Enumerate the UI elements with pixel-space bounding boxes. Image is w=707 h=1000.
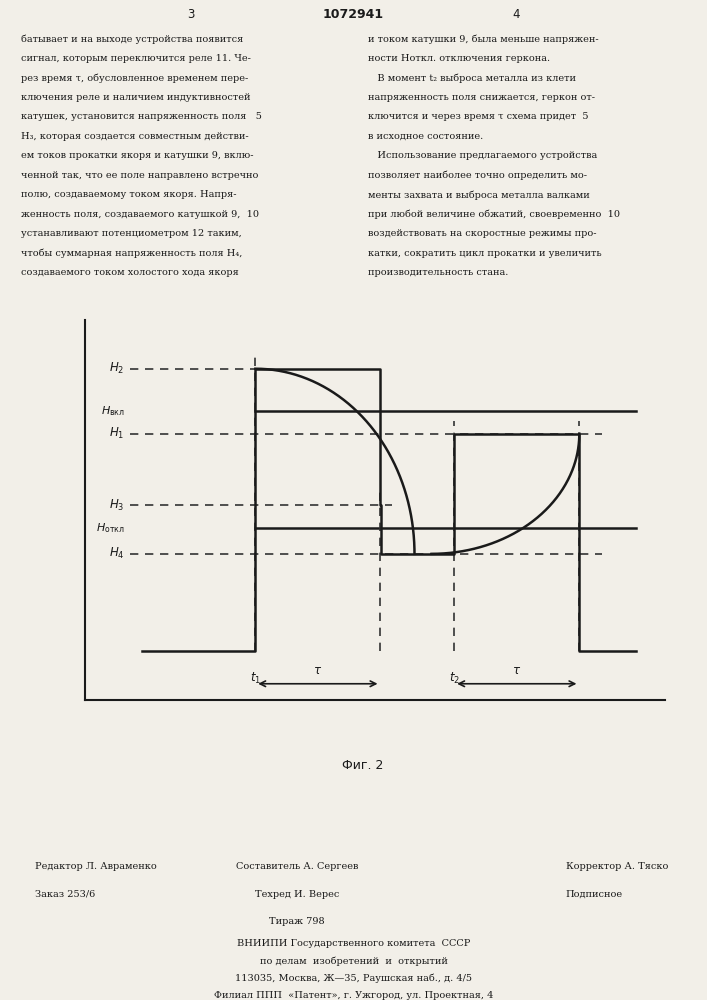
Text: рез время τ, обусловленное временем пере-: рез время τ, обусловленное временем пере… xyxy=(21,73,248,83)
Text: Фиг. 2: Фиг. 2 xyxy=(342,759,384,772)
Text: создаваемого током холостого хода якоря: создаваемого током холостого хода якоря xyxy=(21,268,239,277)
Text: воздействовать на скоростные режимы про-: воздействовать на скоростные режимы про- xyxy=(368,229,596,238)
Text: Использование предлагаемого устройства: Использование предлагаемого устройства xyxy=(368,151,597,160)
Text: $t_2$: $t_2$ xyxy=(449,671,460,686)
Text: Техред И. Верес: Техред И. Верес xyxy=(255,890,339,899)
Text: женность поля, создаваемого катушкой 9,  10: женность поля, создаваемого катушкой 9, … xyxy=(21,210,259,219)
Text: $H_1$: $H_1$ xyxy=(110,426,124,441)
Text: В момент t₂ выброса металла из клети: В момент t₂ выброса металла из клети xyxy=(368,73,575,83)
Text: ключения реле и наличием индуктивностей: ключения реле и наличием индуктивностей xyxy=(21,93,251,102)
Text: устанавливают потенциометром 12 таким,: устанавливают потенциометром 12 таким, xyxy=(21,229,242,238)
Text: Составитель А. Сергеев: Составитель А. Сергеев xyxy=(235,862,358,871)
Text: $H_{\rm вкл}$: $H_{\rm вкл}$ xyxy=(100,404,124,418)
Text: сигнал, которым переключится реле 11. Че-: сигнал, которым переключится реле 11. Че… xyxy=(21,54,251,63)
Text: $H_2$: $H_2$ xyxy=(110,361,124,376)
Text: ключится и через время τ схема придет  5: ключится и через время τ схема придет 5 xyxy=(368,112,588,121)
Text: менты захвата и выброса металла валками: менты захвата и выброса металла валками xyxy=(368,190,590,200)
Text: ем токов прокатки якоря и катушки 9, вклю-: ем токов прокатки якоря и катушки 9, вкл… xyxy=(21,151,254,160)
Text: $H_{\rm откл}$: $H_{\rm откл}$ xyxy=(96,521,124,535)
Text: батывает и на выходе устройства появится: батывает и на выходе устройства появится xyxy=(21,35,243,44)
Text: $\tau$: $\tau$ xyxy=(313,664,322,677)
Text: катушек, установится напряженность поля   5: катушек, установится напряженность поля … xyxy=(21,112,262,121)
Text: напряженность поля снижается, геркон от-: напряженность поля снижается, геркон от- xyxy=(368,93,595,102)
Text: 1072941: 1072941 xyxy=(323,8,384,21)
Text: полю, создаваемому током якоря. Напря-: полю, создаваемому током якоря. Напря- xyxy=(21,190,237,199)
Text: 3: 3 xyxy=(187,8,194,21)
Text: ВНИИПИ Государственного комитета  СССР: ВНИИПИ Государственного комитета СССР xyxy=(237,939,470,948)
Text: в исходное состояние.: в исходное состояние. xyxy=(368,132,483,141)
Text: 4: 4 xyxy=(513,8,520,21)
Text: $H_3$: $H_3$ xyxy=(110,498,124,513)
Text: Корректор А. Тяско: Корректор А. Тяско xyxy=(566,862,668,871)
Text: производительность стана.: производительность стана. xyxy=(368,268,508,277)
Text: позволяет наиболее точно определить мо-: позволяет наиболее точно определить мо- xyxy=(368,171,587,180)
Text: 113035, Москва, Ж—35, Раушская наб., д. 4/5: 113035, Москва, Ж—35, Раушская наб., д. … xyxy=(235,974,472,983)
Text: Тираж 798: Тираж 798 xyxy=(269,917,325,926)
Text: Н₃, которая создается совместным действи-: Н₃, которая создается совместным действи… xyxy=(21,132,249,141)
Text: катки, сократить цикл прокатки и увеличить: катки, сократить цикл прокатки и увеличи… xyxy=(368,249,601,258)
Text: Заказ 253/6: Заказ 253/6 xyxy=(35,890,95,899)
Text: по делам  изобретений  и  открытий: по делам изобретений и открытий xyxy=(259,956,448,966)
Text: Редактор Л. Авраменко: Редактор Л. Авраменко xyxy=(35,862,157,871)
Text: ности Ноткл. отключения геркона.: ности Ноткл. отключения геркона. xyxy=(368,54,550,63)
Text: $H_4$: $H_4$ xyxy=(109,546,124,561)
Text: при любой величине обжатий, своевременно  10: при любой величине обжатий, своевременно… xyxy=(368,210,619,219)
Text: Подписное: Подписное xyxy=(566,890,623,899)
Text: Филиал ППП  «Патент», г. Ужгород, ул. Проектная, 4: Филиал ППП «Патент», г. Ужгород, ул. Про… xyxy=(214,991,493,1000)
Text: ченной так, что ее поле направлено встречно: ченной так, что ее поле направлено встре… xyxy=(21,171,259,180)
Text: чтобы суммарная напряженность поля Н₄,: чтобы суммарная напряженность поля Н₄, xyxy=(21,249,243,258)
Text: и током катушки 9, была меньше напряжен-: и током катушки 9, была меньше напряжен- xyxy=(368,35,598,44)
Text: $t_1$: $t_1$ xyxy=(250,671,261,686)
Text: $\tau$: $\tau$ xyxy=(513,664,521,677)
